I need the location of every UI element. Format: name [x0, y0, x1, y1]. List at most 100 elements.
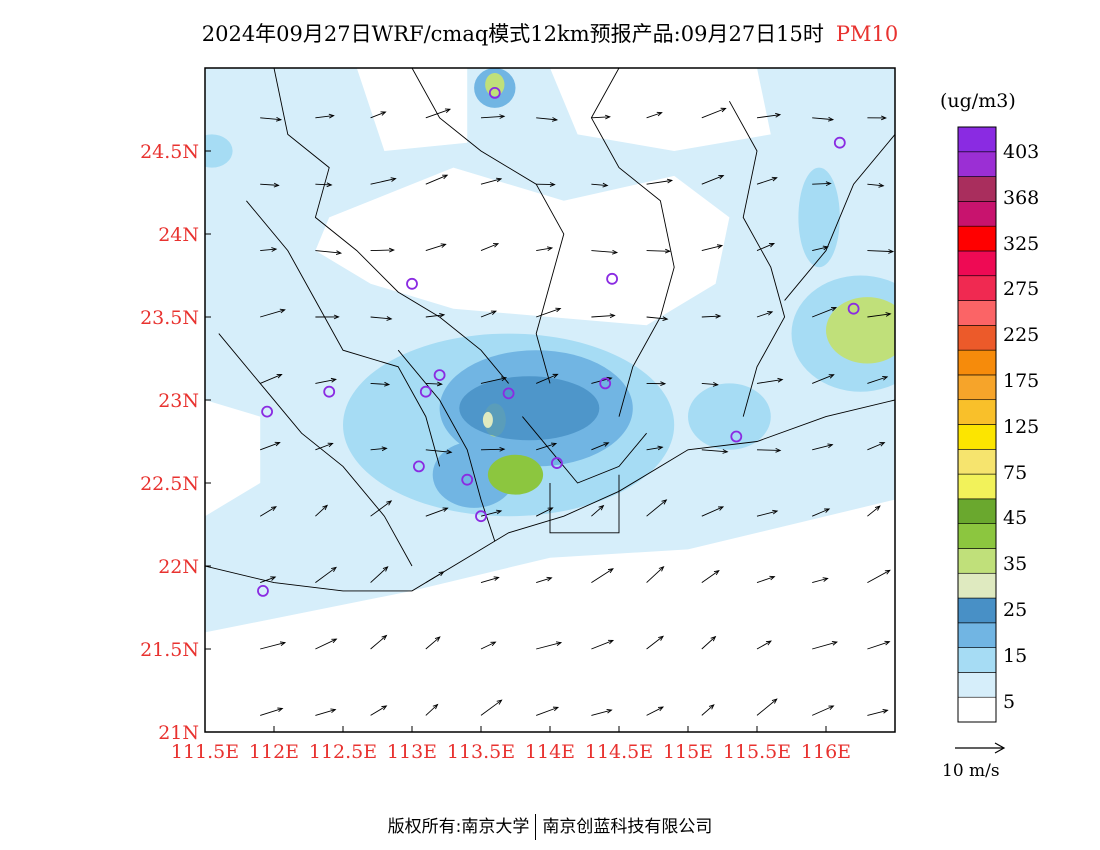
- boundary-line: [522, 416, 647, 484]
- wind-arrowhead: [442, 174, 449, 180]
- wind-arrow: [701, 704, 715, 716]
- wind-arrow: [536, 577, 552, 584]
- wind-arrow: [425, 174, 448, 185]
- wind-arrow: [701, 382, 718, 386]
- station-marker: [551, 457, 563, 469]
- lat-tick-label: 23.5N: [140, 307, 199, 329]
- boundary-line: [729, 100, 786, 417]
- wind-arrow: [646, 635, 664, 650]
- wind-arrowhead: [830, 307, 838, 312]
- wind-arrow: [756, 510, 778, 517]
- wind-arrow: [425, 636, 441, 650]
- wind-arrowhead: [330, 708, 337, 714]
- wind-arrowhead: [656, 111, 663, 117]
- wind-arrowhead: [661, 499, 668, 505]
- copyright-right: 南京创蓝科技有限公司: [542, 817, 713, 837]
- wind-arrow: [646, 250, 670, 252]
- colorbar: [957, 126, 997, 723]
- wind-arrow: [425, 314, 445, 318]
- wind-arrow: [425, 571, 444, 583]
- map-content: [205, 68, 895, 732]
- wind-arrowhead: [598, 504, 605, 511]
- wind-arrow: [536, 308, 561, 318]
- colorbar-swatch: [957, 622, 997, 648]
- wind-arrowhead: [496, 509, 503, 515]
- wind-arrow: [370, 447, 387, 451]
- map-plot-area[interactable]: [191, 67, 929, 733]
- colorbar-swatch: [957, 473, 997, 500]
- wind-arrow: [812, 444, 833, 451]
- wind-arrowhead: [607, 639, 615, 645]
- colorbar-swatch: [957, 424, 997, 450]
- wind-arrow: [812, 577, 828, 584]
- colorbar-label: 15: [1003, 644, 1028, 667]
- station-marker: [461, 473, 474, 486]
- wind-arrowhead: [381, 634, 388, 641]
- colorbar-swatch: [957, 399, 997, 425]
- colorbar-swatch: [957, 523, 997, 549]
- wind-arrow: [536, 642, 562, 650]
- copyright-footer: 版权所有:南京大学 南京创蓝科技有限公司: [0, 812, 1100, 840]
- wind-reference-arrow: [955, 742, 1006, 754]
- wind-arrowhead: [606, 708, 613, 714]
- pollution-core: [459, 376, 600, 441]
- wind-arrowhead: [546, 576, 553, 582]
- station-marker: [599, 377, 612, 390]
- wind-arrowhead: [825, 181, 832, 187]
- map-title: 2024年09月27日WRF/cmaq模式12km预报产品:09月27日15时 P…: [0, 18, 1100, 48]
- wind-arrow: [812, 705, 834, 716]
- wind-arrow: [315, 709, 336, 716]
- wind-arrowhead: [771, 176, 778, 182]
- wind-arrowhead: [500, 376, 508, 382]
- wind-arrow: [315, 505, 328, 517]
- wind-arrow: [756, 114, 781, 119]
- pollution-patch: [826, 297, 895, 364]
- wind-arrowhead: [442, 507, 449, 512]
- wind-arrow: [480, 641, 496, 650]
- wind-arrow: [812, 374, 834, 384]
- wind-arrow: [425, 243, 446, 252]
- wind-arrowhead: [552, 706, 560, 712]
- wind-arrowhead: [612, 249, 619, 255]
- wind-arrow: [756, 379, 783, 384]
- wind-arrow: [260, 576, 276, 584]
- lat-tick-label: 21.5N: [140, 639, 199, 661]
- station-marker: [847, 302, 860, 315]
- wind-arrowhead: [384, 381, 391, 387]
- wind-arrow: [646, 706, 664, 716]
- wind-arrowhead: [708, 704, 715, 710]
- colorbar-swatch: [957, 448, 997, 475]
- wind-arrow: [370, 316, 392, 320]
- wind-arrow: [867, 641, 890, 650]
- wind-vectors: [259, 107, 895, 716]
- wind-arrow: [756, 449, 781, 451]
- wind-arrow: [756, 243, 775, 252]
- station-marker: [433, 369, 446, 382]
- colorbar-swatch: [957, 325, 997, 351]
- wind-arrowhead: [775, 447, 782, 453]
- wind-arrowhead: [828, 374, 835, 379]
- wind-arrowhead: [270, 576, 277, 581]
- wind-arrowhead: [664, 248, 671, 254]
- boundary-line: [246, 200, 441, 467]
- wind-arrow: [812, 117, 833, 121]
- wind-arrowhead: [555, 641, 563, 646]
- copyright-left: 版权所有:南京大学: [387, 817, 530, 837]
- wind-arrowhead: [388, 247, 395, 253]
- colorbar-swatch: [957, 672, 997, 698]
- wind-arrow: [812, 246, 828, 252]
- footer-divider: [535, 814, 537, 840]
- colorbar-swatch: [957, 548, 997, 574]
- boundary-line: [784, 134, 895, 301]
- wind-arrowhead: [822, 577, 829, 582]
- colorbar-label: 25: [1003, 599, 1028, 621]
- wind-arrow: [867, 313, 891, 318]
- colorbar-swatch: [957, 647, 997, 673]
- wind-arrow: [701, 636, 716, 650]
- wind-arrowhead: [882, 709, 889, 714]
- wind-arrow: [646, 566, 664, 583]
- variable-name: PM10: [835, 22, 899, 46]
- map-axes: 111.5E 112E 112.5E 113E 113.5E 114E 114.5E 115E…: [140, 141, 851, 763]
- lon-tick-label: 115E: [663, 741, 713, 763]
- wind-arrowhead: [277, 707, 284, 713]
